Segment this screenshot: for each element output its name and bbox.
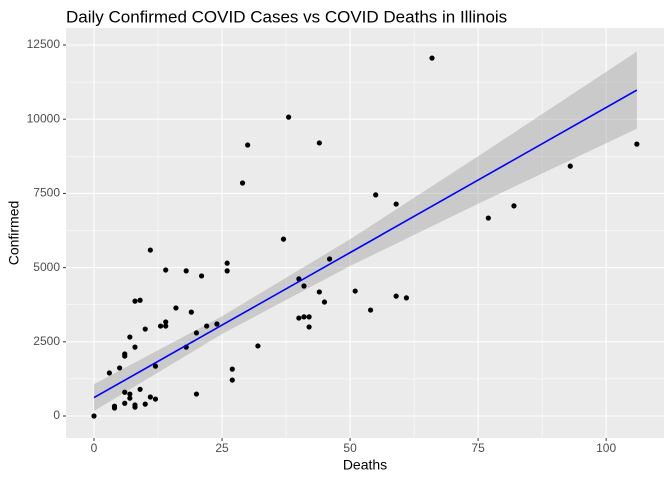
y-tick-label: 5000	[33, 260, 60, 274]
y-tick-label: 7500	[33, 186, 60, 200]
point	[255, 343, 261, 349]
point	[316, 140, 322, 146]
point	[183, 268, 189, 274]
point	[245, 142, 251, 148]
point	[193, 391, 200, 397]
point	[163, 323, 169, 329]
point	[132, 344, 138, 350]
point	[485, 215, 491, 221]
point	[316, 289, 322, 295]
x-tick-label: 50	[343, 441, 357, 455]
y-tick-label: 2500	[33, 334, 60, 348]
point	[142, 401, 148, 407]
point	[567, 163, 573, 169]
point	[163, 319, 169, 325]
point	[511, 203, 517, 209]
point	[224, 260, 230, 266]
x-tick-label: 100	[596, 441, 616, 455]
x-tick-label: 25	[215, 441, 229, 455]
point	[634, 141, 640, 147]
y-axis-label: Confirmed	[6, 201, 22, 266]
point	[193, 330, 200, 336]
point	[122, 389, 128, 395]
point	[198, 273, 205, 279]
point	[403, 295, 410, 301]
x-axis-label: Deaths	[343, 457, 387, 473]
point	[127, 391, 133, 397]
point	[373, 192, 379, 198]
point	[393, 293, 399, 299]
y-tick-label: 0	[53, 408, 60, 422]
point	[147, 394, 153, 400]
point	[429, 55, 435, 61]
point	[306, 314, 312, 320]
point	[122, 351, 128, 357]
point	[188, 309, 194, 315]
point	[137, 386, 143, 392]
point	[163, 267, 169, 273]
point	[127, 395, 133, 401]
point	[393, 201, 399, 207]
point	[122, 400, 128, 406]
point	[111, 403, 118, 409]
point	[296, 315, 302, 321]
point	[301, 314, 307, 320]
point	[147, 247, 153, 253]
point	[367, 307, 374, 313]
panel	[66, 28, 664, 438]
point	[286, 114, 292, 120]
point	[152, 396, 159, 402]
point	[91, 413, 97, 419]
point	[152, 363, 159, 369]
point	[117, 365, 123, 371]
point	[306, 324, 312, 330]
point	[301, 283, 307, 289]
y-tick-label: 10000	[27, 111, 61, 125]
point	[224, 268, 230, 274]
point	[142, 326, 148, 332]
point	[321, 299, 328, 305]
chart-title: Daily Confirmed COVID Cases vs COVID Dea…	[66, 7, 507, 26]
point	[204, 323, 210, 329]
point	[173, 305, 179, 311]
point	[132, 404, 138, 410]
point	[352, 288, 358, 294]
point	[326, 256, 333, 262]
point	[137, 297, 143, 303]
point	[229, 377, 235, 383]
point	[229, 366, 235, 372]
point	[132, 298, 138, 304]
point	[239, 180, 246, 186]
point	[214, 321, 220, 327]
point	[127, 334, 133, 340]
x-tick-label: 0	[91, 441, 98, 455]
y-tick-label: 12500	[27, 37, 61, 51]
point	[280, 236, 287, 242]
x-tick-label: 75	[471, 441, 485, 455]
point	[106, 370, 112, 376]
point	[157, 323, 164, 329]
regression-line	[93, 89, 638, 399]
